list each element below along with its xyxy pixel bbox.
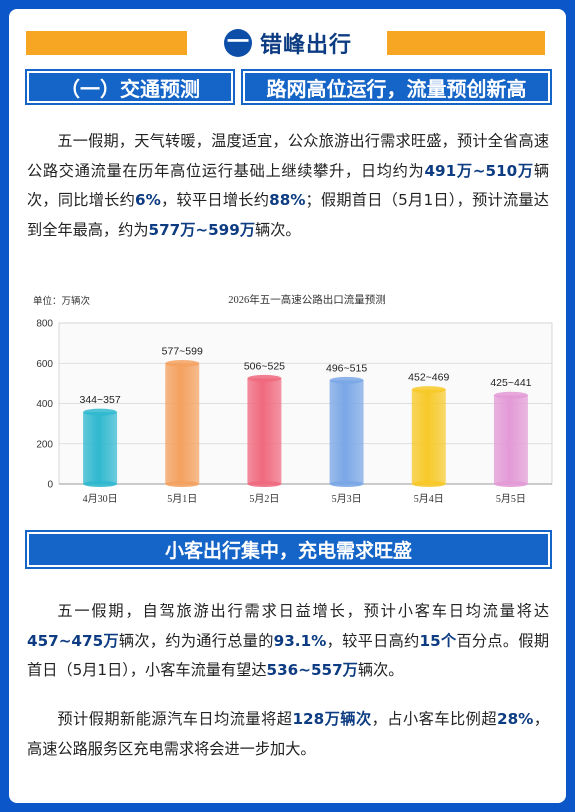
- bar-base-cap: [329, 481, 364, 487]
- bar-base-cap: [165, 481, 200, 487]
- x-tick-label: 4月30日: [83, 493, 118, 505]
- text-run: 辆次，同比增长约: [27, 161, 550, 210]
- highlight-figure: 93.1%: [273, 631, 327, 650]
- text-run: 辆次。: [255, 220, 301, 239]
- bar-top-cap: [411, 386, 446, 394]
- bar-base-cap: [83, 481, 118, 487]
- highlight-figure: 577万~599万: [148, 220, 256, 239]
- x-tick-label: 5月5日: [496, 493, 526, 505]
- text-run: 辆次。: [357, 661, 404, 679]
- header-decor-left: [26, 31, 187, 55]
- bar-top-cap: [329, 376, 364, 384]
- page: 一 错峰出行 （一）交通预测 路网高位运行，流量预创新高 五一假期，天气转暖，温…: [9, 9, 566, 803]
- bar: [411, 389, 446, 484]
- bar-top-cap: [493, 391, 528, 399]
- header-decor-right: [387, 31, 545, 55]
- x-tick-label: 5月3日: [332, 493, 362, 505]
- section-title: 错峰出行: [259, 33, 352, 58]
- x-tick-label: 5月1日: [167, 493, 197, 505]
- bar-top-cap: [247, 374, 282, 382]
- ev-paragraph: 预计假期新能源汽车日均流量将超128万辆次，占小客车比例超28%，高速公路服务区…: [27, 705, 549, 764]
- highlight-figure: 15个: [419, 631, 457, 650]
- data-label: 496~515: [326, 362, 367, 374]
- highlight-figure: 536~557万: [266, 661, 358, 679]
- text-run: 预计假期新能源汽车日均流量将超: [57, 710, 293, 728]
- subsection-tag: （一）交通预测: [27, 71, 233, 103]
- highlight-figure: 28%: [497, 710, 534, 728]
- data-label: 506~525: [244, 360, 285, 372]
- bar-base-cap: [493, 481, 528, 487]
- y-tick-label: 200: [36, 439, 53, 450]
- bar-top-cap: [165, 359, 200, 367]
- data-label: 577~599: [162, 345, 203, 357]
- text-run: ，较平日高约: [326, 631, 420, 650]
- unit-label: 单位：万辆次: [33, 295, 91, 307]
- y-tick-label: 600: [36, 359, 53, 370]
- highlight-figure: 457~475万: [27, 631, 119, 650]
- bar: [83, 412, 118, 484]
- bar-base-cap: [411, 481, 446, 487]
- bar: [329, 380, 364, 484]
- bar: [493, 395, 528, 484]
- text-run: 五一假期，天气转暖，温度适宜，公众旅游出行需求旺盛，预计全省高速公路交通流量在历…: [27, 132, 549, 180]
- chart-svg: 单位：万辆次 2026年五一高速公路出口流量预测 0 200 400 600 800 344~…: [33, 293, 553, 505]
- section2-headline: 小客出行集中，充电需求旺盛: [27, 532, 550, 567]
- text-run: 百分点。假期首日（5月1日），小客车流量有望达: [27, 631, 550, 680]
- y-tick-label: 0: [47, 480, 53, 491]
- x-tick-label: 5月2日: [249, 493, 279, 505]
- chart-title: 2026年五一高速公路出口流量预测: [228, 293, 386, 306]
- y-tick-label: 800: [36, 319, 53, 330]
- small-car-paragraph: 五一假期，自驾旅游出行需求日益增长，预计小客车日均流量将达 457~475万辆次，…: [27, 597, 549, 686]
- section-header: 一 错峰出行: [197, 25, 379, 61]
- highlight-figure: 6%: [135, 191, 161, 209]
- text-run: ，占小客车比例超: [371, 710, 497, 728]
- bar-base-cap: [247, 481, 282, 487]
- bar: [247, 378, 282, 484]
- highlight-figure: 128万辆次: [292, 710, 372, 728]
- x-tick-label: 5月4日: [414, 493, 444, 505]
- text-run: ，高速公路服务区充电需求将会进一步加大。: [27, 710, 550, 758]
- traffic-forecast-paragraph: 五一假期，天气转暖，温度适宜，公众旅游出行需求旺盛，预计全省高速公路交通流量在历…: [27, 127, 549, 245]
- data-label: 344~357: [79, 394, 120, 406]
- data-label: 452~469: [408, 372, 449, 384]
- text-run: 辆次，约为通行总量的: [118, 631, 274, 650]
- traffic-forecast-chart: 单位：万辆次 2026年五一高速公路出口流量预测 0 200 400 600 800 344~…: [17, 289, 562, 514]
- text-run: ；假期首日（5月1日），预计流量达到全年最高，约为: [27, 191, 549, 239]
- bar-top-cap: [83, 408, 118, 416]
- subsection-headline: 路网高位运行，流量预创新高: [243, 71, 550, 103]
- section-number-badge: 一: [223, 29, 252, 57]
- highlight-figure: 491万~510万: [424, 161, 534, 180]
- text-run: 五一假期，自驾旅游出行需求日益增长，预计小客车日均流量将达: [57, 602, 549, 620]
- bar: [165, 363, 200, 484]
- text-run: ，较平日增长约: [160, 191, 270, 209]
- highlight-figure: 88%: [269, 191, 306, 209]
- y-tick-label: 400: [36, 399, 53, 410]
- data-label: 425~441: [490, 377, 531, 389]
